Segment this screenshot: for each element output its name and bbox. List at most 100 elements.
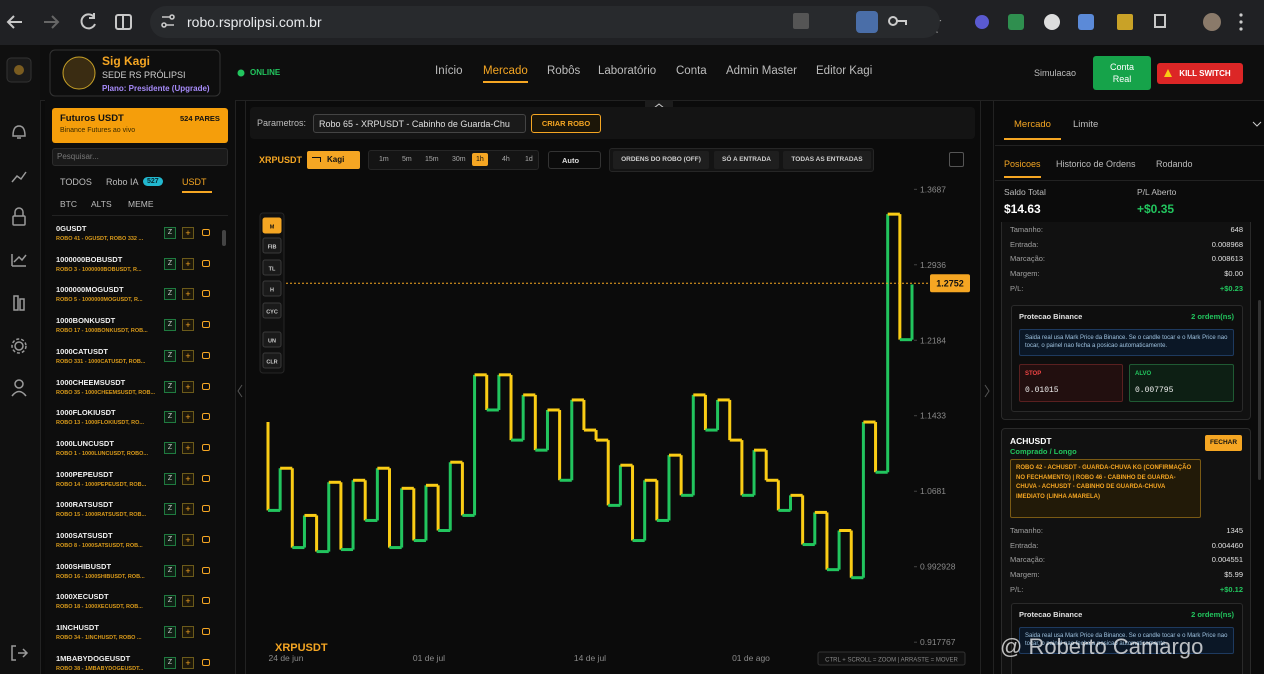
add-button[interactable]: + — [182, 656, 194, 669]
pair-symbol[interactable]: 1000BONKUSDT — [56, 316, 116, 326]
add-button[interactable]: + — [182, 319, 194, 332]
panel-tab[interactable]: Limite — [1073, 119, 1099, 130]
timeframe[interactable]: 1m — [379, 156, 389, 163]
pair-symbol[interactable]: 1000SATSUSDT — [56, 531, 113, 540]
zoom-button[interactable]: Z — [164, 626, 176, 639]
order-button[interactable]: ORDENS DO ROBO (OFF) — [613, 151, 709, 169]
robot-icon[interactable] — [202, 628, 210, 636]
tool-label[interactable]: TL — [269, 267, 276, 273]
robot-icon[interactable] — [202, 443, 210, 451]
pair-symbol[interactable]: 1000RATSUSDT — [56, 500, 113, 510]
add-button[interactable]: + — [182, 595, 194, 608]
create-robot[interactable]: CRIAR ROBO — [531, 114, 601, 133]
add-button[interactable]: + — [182, 288, 194, 301]
market-subtab[interactable]: BTC — [60, 199, 77, 209]
robot-icon[interactable] — [202, 413, 210, 421]
tool-label[interactable]: CYC — [266, 310, 278, 316]
zoom-button[interactable]: Z — [164, 656, 176, 669]
zoom-button[interactable]: Z — [164, 503, 176, 516]
profile-plan[interactable]: Plano: Presidente (Upgrade) — [102, 84, 210, 93]
close-button[interactable]: FECHAR — [1205, 435, 1242, 451]
robot-icon[interactable] — [202, 536, 210, 543]
panel-tab[interactable]: Mercado — [1004, 119, 1061, 140]
zoom-button[interactable]: Z — [164, 257, 176, 270]
account-button[interactable]: Conta Real — [1093, 56, 1151, 90]
robot-icon[interactable] — [202, 229, 210, 236]
price-chart[interactable]: 1.3687 1.2936 1.2184 1.1433 1.0681 0.992928 0.… — [252, 175, 975, 674]
tool-label[interactable]: FIB — [268, 245, 277, 251]
pair-symbol[interactable]: 1000CATUSDT — [56, 346, 108, 356]
timeframe[interactable]: 1d — [525, 156, 533, 163]
market-tab[interactable]: USDT — [182, 177, 212, 193]
nav-item[interactable]: Admin Master — [726, 65, 797, 77]
timeframe[interactable]: 15m — [425, 156, 439, 163]
robot-icon[interactable] — [202, 259, 210, 267]
add-button[interactable]: + — [182, 534, 194, 546]
add-button[interactable]: + — [182, 380, 194, 393]
order-button[interactable]: TODAS AS ENTRADAS — [783, 151, 871, 169]
add-button[interactable]: + — [182, 503, 194, 516]
zoom-button[interactable]: Z — [164, 288, 176, 301]
add-button[interactable]: + — [182, 227, 194, 239]
mode[interactable]: Simulacao — [1034, 68, 1077, 78]
add-button[interactable]: + — [182, 564, 194, 577]
market-tab[interactable]: TODOS — [60, 177, 92, 187]
pair-symbol[interactable]: 0GUSDT — [56, 224, 87, 233]
chart-type[interactable]: Kagi — [307, 151, 360, 169]
timeframe[interactable]: 5m — [402, 156, 412, 163]
zoom-button[interactable]: Z — [164, 564, 176, 577]
tool-label[interactable]: M — [270, 225, 275, 231]
url[interactable]: robo.rsprolipsi.com.br — [187, 14, 322, 30]
add-button[interactable]: + — [182, 349, 194, 362]
zoom-button[interactable]: Z — [164, 227, 176, 239]
market-tab[interactable]: Robo IA — [106, 177, 139, 187]
robot-icon[interactable] — [202, 321, 210, 329]
nav-item[interactable]: Laboratório — [598, 65, 657, 77]
robot-select[interactable]: Robo 65 - XRPUSDT - Cabinho de Guarda-Ch… — [313, 114, 526, 133]
zoom-button[interactable]: Z — [164, 472, 176, 485]
robot-icon[interactable] — [202, 351, 210, 359]
market-subtab[interactable]: ALTS — [91, 199, 112, 209]
add-button[interactable]: + — [182, 257, 194, 270]
pair-symbol[interactable]: 1000000BOBUSDT — [56, 254, 123, 264]
pair-symbol[interactable]: 1000FLOKIUSDT — [56, 408, 116, 418]
nav-item[interactable]: Conta — [676, 65, 707, 77]
zoom-button[interactable]: Z — [164, 349, 176, 362]
timeframe[interactable]: 1h — [472, 153, 488, 166]
nav-item[interactable]: Início — [435, 65, 463, 77]
pair-symbol[interactable]: 1000CHEEMSUSDT — [56, 377, 126, 387]
robot-icon[interactable] — [202, 382, 210, 390]
add-button[interactable]: + — [182, 472, 194, 485]
zoom-button[interactable]: Z — [164, 319, 176, 332]
timeframe[interactable]: 4h — [502, 156, 510, 163]
kill-switch[interactable]: KILL SWITCH — [1157, 63, 1243, 84]
pair-symbol[interactable]: 1000000MOGUSDT — [56, 285, 124, 295]
fullscreen[interactable] — [949, 152, 964, 167]
tool-label[interactable]: CLR — [266, 360, 277, 366]
pair-symbol[interactable]: 1000PEPEUSDT — [56, 469, 114, 479]
pair-symbol[interactable]: 1000SHIBUSDT — [56, 561, 112, 571]
add-button[interactable]: + — [182, 441, 194, 454]
zoom-button[interactable]: Z — [164, 441, 176, 454]
zoom-button[interactable]: Z — [164, 411, 176, 424]
market-subtab[interactable]: MEME — [128, 199, 154, 209]
search[interactable] — [52, 148, 228, 166]
pair-symbol[interactable]: 1MBABYDOGEUSDT — [56, 653, 131, 663]
pair-symbol[interactable]: 1000XECUSDT — [56, 592, 109, 602]
zoom-button[interactable]: Z — [164, 380, 176, 393]
robot-icon[interactable] — [202, 505, 210, 513]
pair-symbol[interactable]: 1INCHUSDT — [56, 623, 99, 633]
tool-label[interactable]: UN — [268, 339, 276, 345]
panel-subtab[interactable]: Historico de Ordens — [1056, 159, 1136, 169]
nav-item[interactable]: Editor Kagi — [816, 65, 873, 77]
panel-subtab[interactable]: Posicoes — [1004, 159, 1041, 178]
nav-item[interactable]: Mercado — [483, 65, 528, 83]
zoom-button[interactable]: Z — [164, 595, 176, 608]
robot-icon[interactable] — [202, 474, 210, 482]
robot-icon[interactable] — [202, 290, 210, 298]
robot-icon[interactable] — [202, 658, 210, 666]
add-button[interactable]: + — [182, 626, 194, 639]
nav-item[interactable]: Robôs — [547, 65, 581, 77]
scale-select[interactable]: Auto — [548, 151, 601, 169]
panel-subtab[interactable]: Rodando — [1156, 159, 1193, 169]
